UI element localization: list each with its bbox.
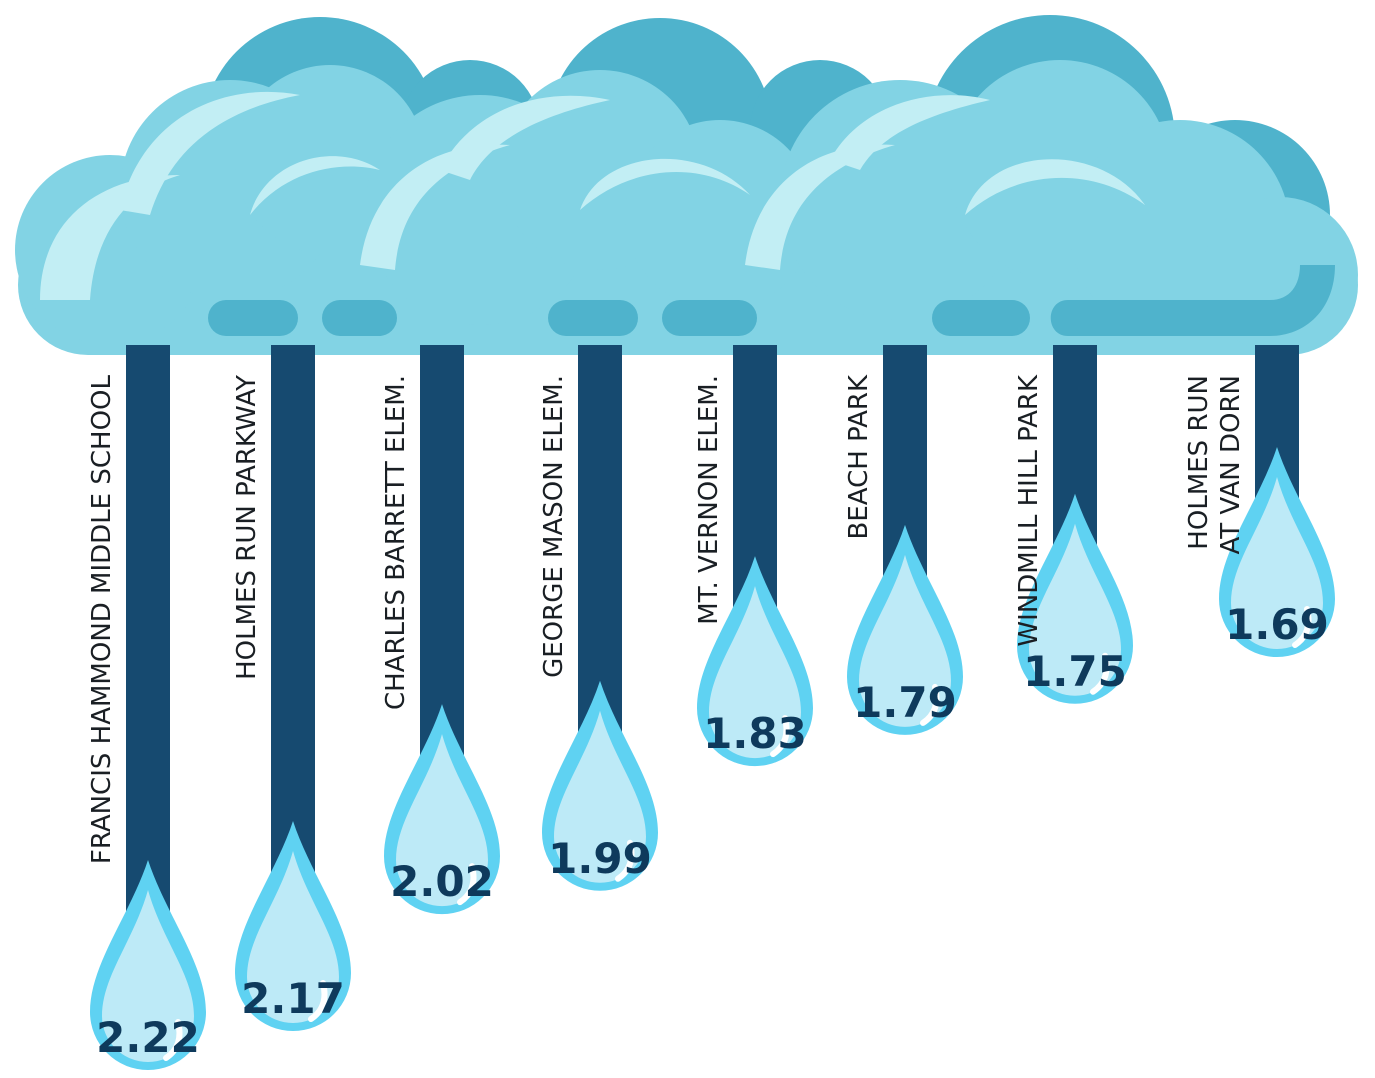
drop-inner-4	[554, 710, 646, 883]
value-label-5: 1.83	[703, 709, 807, 758]
station-label-2: HOLMES RUN PARKWAY	[232, 375, 262, 680]
drop-inner-5	[709, 586, 801, 759]
drop-shine-1	[163, 1019, 183, 1061]
station-label-8-line-2: AT VAN DORN	[1216, 375, 1246, 555]
drop-shine-5	[770, 715, 790, 758]
station-label-8-line-1: HOLMES RUN	[1184, 375, 1214, 550]
drop-inner-3	[396, 734, 488, 907]
cloud-graphic	[15, 15, 1358, 355]
value-label-6: 1.79	[853, 678, 957, 727]
labels-layer: 2.22 FRANCIS HAMMOND MIDDLE SCHOOL 2.17 HOL…	[87, 374, 1329, 1062]
value-label-1: 2.22	[96, 1013, 200, 1062]
station-label-3: CHARLES BARRETT ELEM.	[381, 375, 411, 710]
station-label-4: GEORGE MASON ELEM.	[539, 375, 569, 678]
drop-inner-8	[1231, 477, 1323, 649]
station-label-5: MT. VERNON ELEM.	[694, 375, 724, 625]
drop-shine-4	[615, 839, 635, 882]
drop-inner-6	[859, 554, 951, 727]
drop-inner-7	[1029, 523, 1121, 696]
bars-layer	[90, 345, 1335, 1070]
bar-1	[126, 345, 170, 930]
value-label-4: 1.99	[548, 834, 652, 883]
value-label-8: 1.69	[1225, 600, 1329, 649]
drop-shine-2	[308, 980, 328, 1023]
drop-shine-8	[1292, 606, 1312, 648]
value-label-7: 1.75	[1023, 647, 1127, 696]
value-label-2: 2.17	[241, 974, 345, 1023]
drop-inner-1	[102, 890, 194, 1062]
drop-shine-7	[1090, 652, 1110, 695]
station-label-1: FRANCIS HAMMOND MIDDLE SCHOOL	[87, 374, 117, 864]
station-label-6: BEACH PARK	[844, 374, 874, 539]
drop-inner-2	[247, 851, 339, 1024]
bar-2	[271, 345, 315, 892]
value-label-3: 2.02	[390, 857, 494, 906]
drop-shine-6	[920, 683, 940, 726]
drop-shine-3	[457, 863, 477, 906]
station-label-7: WINDMILL HILL PARK	[1014, 374, 1044, 647]
bar-3	[420, 345, 464, 775]
